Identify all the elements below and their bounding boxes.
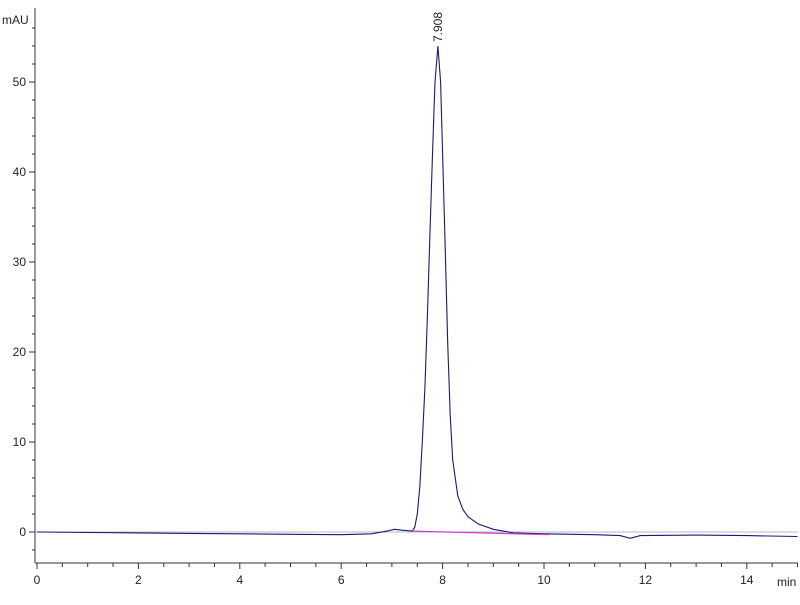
x-tick-label: 4 — [236, 573, 243, 587]
x-tick-label: 10 — [537, 573, 551, 587]
integration-baseline — [412, 530, 550, 536]
signal-trace — [36, 45, 798, 539]
x-tick-label: 14 — [740, 573, 754, 587]
x-tick-label: 0 — [34, 573, 41, 587]
x-tick-label: 2 — [135, 573, 142, 587]
y-tick-label: 40 — [13, 165, 27, 179]
y-tick-label: 30 — [13, 255, 27, 269]
axes: 0 2 4 6 8 10 12 14 0 10 20 30 40 50 — [13, 8, 798, 587]
y-tick-label: 50 — [13, 75, 27, 89]
y-tick-label: 10 — [13, 435, 27, 449]
y-tick-label: 20 — [13, 345, 27, 359]
marks: 7.908 — [35, 12, 798, 539]
peak-label: 7.908 — [431, 12, 445, 42]
y-axis-label: mAU — [2, 13, 29, 27]
x-tick-label: 12 — [639, 573, 653, 587]
y-tick-label: 0 — [19, 525, 26, 539]
x-tick-label: 6 — [338, 573, 345, 587]
x-axis-label: min — [777, 575, 796, 589]
x-tick-label: 8 — [439, 573, 446, 587]
